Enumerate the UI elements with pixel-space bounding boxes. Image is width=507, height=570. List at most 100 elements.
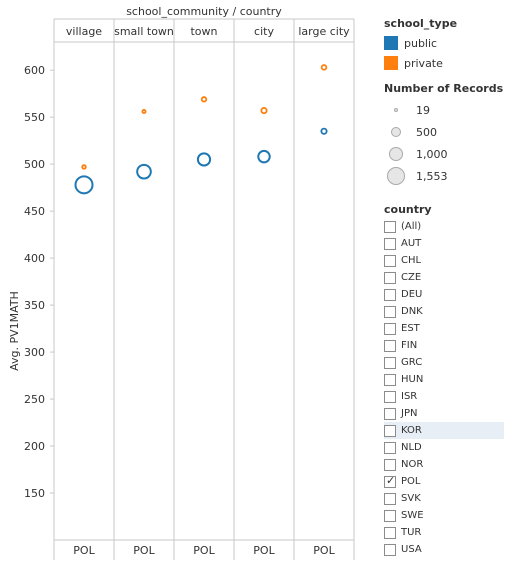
filter-checkbox[interactable] [384,339,396,352]
column-header: school_community / country [126,5,282,18]
size-legend-item: 19 [384,99,504,121]
y-tick-label: 550 [24,111,45,124]
filter-checkbox[interactable] [384,322,396,335]
records-size-legend-title: Number of Records [384,82,504,95]
filter-checkbox[interactable] [384,526,396,539]
point-private [260,107,268,115]
filter-label: USA [401,544,422,555]
legend-label: public [404,36,438,50]
legend-swatch [384,36,398,50]
chart-canvas: school_community / country village POL smal… [8,5,355,560]
country-filter-item[interactable]: SWE [384,507,504,524]
filter-checkbox[interactable] [384,373,396,386]
filter-label: DNK [401,306,423,317]
country-filter-item[interactable]: DEU [384,286,504,303]
legend-swatch [384,56,398,70]
filter-checkbox[interactable] [384,458,396,471]
size-legend-item: 1,553 [384,165,504,187]
facet-country-label: POL [313,544,335,557]
y-tick-label: 400 [24,252,45,265]
country-filter-item[interactable]: JPN [384,405,504,422]
filter-checkbox[interactable] [384,441,396,454]
point-public [257,149,271,164]
records-size-legend: Number of Records 19 500 1,000 1,553 [384,82,504,187]
filter-label: NLD [401,442,422,453]
filter-checkbox[interactable] [384,407,396,420]
country-filter-item[interactable]: ISR [384,388,504,405]
point-private [141,109,147,115]
y-tick-label: 450 [24,205,45,218]
size-legend-item: 1,000 [384,143,504,165]
facet-country-label: POL [133,544,155,557]
country-filter-item[interactable]: POL [384,473,504,490]
size-legend-label: 19 [416,103,430,117]
filter-checkbox[interactable] [384,254,396,267]
facet-country-label: POL [73,544,95,557]
y-tick-label: 600 [24,64,45,77]
country-filter-item[interactable]: EST [384,320,504,337]
filter-label: SWE [401,510,424,521]
point-public [74,175,94,195]
country-filter-item[interactable]: CZE [384,269,504,286]
size-legend-circle [388,146,404,162]
country-filter-item[interactable]: HUN [384,371,504,388]
country-filter-item[interactable]: (All) [384,218,504,235]
size-legend-circle [394,108,398,112]
country-filter-title: country [384,203,432,216]
legend-label: private [404,56,443,70]
filter-label: TUR [401,527,422,538]
country-filter-item[interactable]: FIN [384,337,504,354]
country-filter-item[interactable]: NLD [384,439,504,456]
point-public [196,152,212,167]
filter-checkbox[interactable] [384,390,396,403]
filter-label: (All) [401,221,422,232]
filter-label: POL [401,476,421,487]
y-tick-label: 500 [24,158,45,171]
country-filter-item[interactable]: TUR [384,524,504,541]
country-filter-item[interactable]: CHL [384,252,504,269]
legend-panel: school_type public private Number of Reco… [384,17,504,558]
size-legend-label: 500 [416,125,437,139]
point-public [136,163,152,180]
filter-checkbox[interactable] [384,492,396,505]
size-legend-circle [387,167,405,185]
point-public [320,127,328,135]
legend-item-public[interactable]: public [384,34,504,52]
country-filter-item[interactable]: DNK [384,303,504,320]
filter-checkbox[interactable] [384,237,396,250]
size-legend-circle [390,126,402,138]
filter-label: CZE [401,272,422,283]
size-legend-item: 500 [384,121,504,143]
facet-label: city [254,25,274,38]
legend-item-private[interactable]: private [384,54,504,72]
point-private [200,96,208,103]
country-filter: country (All) AUT CHL CZE DEU DNK EST FIN GRC HUN… [384,203,504,558]
facet-label: village [66,25,102,38]
point-private [320,64,328,71]
country-filter-item[interactable]: USA [384,541,504,558]
y-tick-label: 150 [24,487,45,500]
filter-label: NOR [401,459,424,470]
facet-label: town [190,25,217,38]
school-type-legend: school_type public private [384,17,504,72]
filter-checkbox[interactable] [384,271,396,284]
y-tick-label: 300 [24,346,45,359]
country-filter-item[interactable]: GRC [384,354,504,371]
filter-checkbox[interactable] [384,509,396,522]
filter-checkbox[interactable] [384,220,396,233]
filter-checkbox[interactable] [384,543,396,556]
school-type-legend-title: school_type [384,17,458,30]
filter-checkbox[interactable] [384,305,396,318]
country-filter-item[interactable]: NOR [384,456,504,473]
country-filter-item[interactable]: KOR [384,422,504,439]
filter-checkbox[interactable] [384,424,396,437]
filter-checkbox[interactable] [384,356,396,369]
filter-label: HUN [401,374,424,385]
country-filter-item[interactable]: AUT [384,235,504,252]
facet-country-label: POL [193,544,215,557]
country-filter-item[interactable]: SVK [384,490,504,507]
filter-checkbox[interactable] [384,288,396,301]
filter-checkbox[interactable] [384,474,396,488]
y-tick-label: 250 [24,393,45,406]
facet-country-label: POL [253,544,275,557]
